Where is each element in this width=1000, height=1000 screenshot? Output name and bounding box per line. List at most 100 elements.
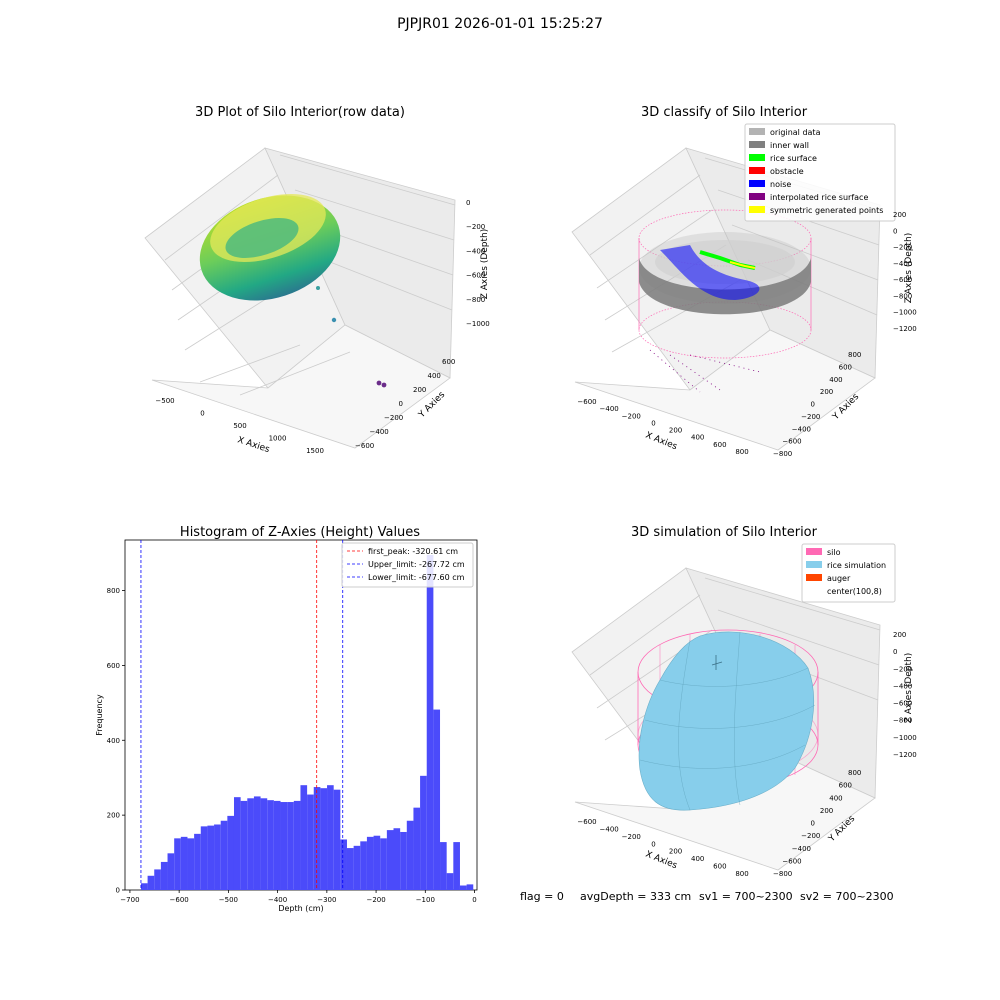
classify-3d-panel: 3D classify of Silo Interior original da…	[571, 105, 917, 458]
z-tick-label: −600	[466, 272, 485, 280]
z-tick-label: −1000	[893, 734, 917, 742]
legend-label: center(100,8)	[827, 587, 882, 596]
histogram-bar	[273, 800, 281, 890]
histogram-bar	[466, 884, 474, 890]
histogram-xtick-label: −300	[317, 896, 336, 904]
x-tick-label: −600	[577, 818, 596, 826]
histogram-ytick-label: 400	[107, 737, 120, 745]
histogram-panel: Histogram of Z-Axies (Height) Values −70…	[95, 525, 478, 913]
x-tick-label: 0	[651, 840, 655, 848]
histogram-bar	[459, 885, 467, 890]
histogram-bar	[327, 785, 334, 890]
z-tick-label: −200	[893, 665, 912, 673]
legend-swatch	[749, 206, 765, 213]
histogram-title: Histogram of Z-Axies (Height) Values	[180, 525, 420, 540]
x-tick-label: 1500	[306, 447, 324, 455]
z-tick-label: −600	[893, 700, 912, 708]
z-tick-label: 0	[893, 227, 897, 235]
flag-text: flag = 0	[520, 890, 564, 903]
y-tick-label: −600	[782, 857, 801, 865]
histogram-bar	[174, 838, 181, 890]
histogram-ytick-label: 800	[107, 587, 120, 595]
histogram-bar	[386, 830, 394, 890]
histogram-bar	[194, 833, 201, 890]
histogram-bar	[214, 824, 221, 890]
x-tick-label: 800	[735, 448, 748, 456]
y-tick-label: 200	[820, 388, 833, 396]
histogram-bar	[413, 807, 421, 890]
z-tick-label: −600	[893, 276, 912, 284]
histogram-ylabel: Frequency	[95, 694, 104, 736]
histogram-bar	[366, 836, 374, 890]
z-tick-label: −1000	[466, 320, 490, 328]
y-tick-label: 600	[839, 363, 852, 371]
y-tick-label: 400	[829, 376, 842, 384]
legend-frame	[801, 543, 896, 603]
x-tick-label: 0	[200, 410, 204, 418]
x-tick-label: −400	[600, 825, 619, 833]
histogram-bar	[187, 838, 195, 890]
z-tick-label: −800	[466, 296, 485, 304]
histogram-bars	[140, 554, 474, 890]
y-tick-label: −800	[773, 450, 792, 458]
legend-swatch	[806, 587, 822, 594]
histogram-bar	[453, 842, 460, 890]
histogram-xtick-label: 0	[472, 896, 476, 904]
classify-3d-title: 3D classify of Silo Interior	[641, 105, 808, 120]
histogram-bar	[253, 796, 261, 890]
raw-3d-title: 3D Plot of Silo Interior(row data)	[195, 105, 405, 120]
legend-swatch	[749, 167, 765, 174]
x-tick-label: 500	[233, 422, 246, 430]
histogram-bar	[307, 794, 314, 890]
histogram-xtick-label: −600	[170, 896, 189, 904]
x-tick-label: −500	[155, 397, 174, 405]
histogram-ytick-label: 0	[116, 887, 120, 895]
z-tick-label: 200	[893, 211, 906, 219]
sv1-text: sv1 = 700~2300	[699, 890, 793, 903]
legend-label: original data	[770, 128, 821, 137]
legend-label: interpolated rice surface	[770, 193, 868, 202]
raw-3d-panel: 3D Plot of Silo Interior(row data) −500 0…	[144, 105, 490, 455]
x-tick-label: −400	[600, 405, 619, 413]
histogram-bar	[293, 800, 301, 890]
histogram-bar	[247, 798, 254, 890]
histogram-bar	[287, 802, 294, 890]
y-tick-label: 800	[848, 769, 861, 777]
figure-title: PJPJR01 2026-01-01 15:25:27	[397, 16, 603, 32]
histogram-bar	[446, 873, 454, 890]
z-tick-label: −200	[893, 244, 912, 252]
y-tick-label: −200	[801, 832, 820, 840]
histogram-bar	[426, 554, 434, 890]
simulation-3d-legend: silo rice simulation auger center(100,8)	[801, 543, 896, 603]
legend-swatch	[749, 141, 765, 148]
legend-label: noise	[770, 180, 791, 189]
avg-depth-text: avgDepth = 333 cm	[580, 890, 691, 903]
histogram-ytick-label: 600	[107, 662, 120, 670]
legend-swatch	[749, 180, 765, 187]
classify-3d-ticks: −600−400−20002004006008008006004002000−2…	[577, 211, 916, 458]
x-tick-label: −600	[577, 398, 596, 406]
histogram-bar	[200, 826, 208, 890]
histogram-bar	[240, 800, 248, 890]
histogram-bar	[233, 797, 241, 890]
y-tick-label: 400	[829, 794, 842, 802]
x-tick-label: 200	[669, 427, 682, 435]
simulation-3d-title: 3D simulation of Silo Interior	[631, 525, 818, 540]
histogram-bar	[313, 787, 321, 890]
simulation-3d-ticks: −600−400−20002004006008008006004002000−2…	[577, 631, 916, 878]
y-tick-label: 600	[839, 782, 852, 790]
histogram-xtick-label: −100	[416, 896, 435, 904]
legend-frame	[744, 123, 896, 222]
legend-label: rice simulation	[827, 561, 886, 570]
histogram-bar	[400, 831, 407, 890]
y-tick-label: −600	[782, 438, 801, 446]
y-tick-label: 600	[442, 358, 455, 366]
y-tick-label: −600	[355, 442, 374, 450]
histogram-bar	[160, 861, 168, 890]
x-tick-label: 400	[691, 855, 704, 863]
raw-3d-zlabel: Z Axies (Depth)	[480, 229, 490, 300]
histogram-legend-box	[341, 542, 474, 588]
histogram-bar	[207, 825, 215, 890]
